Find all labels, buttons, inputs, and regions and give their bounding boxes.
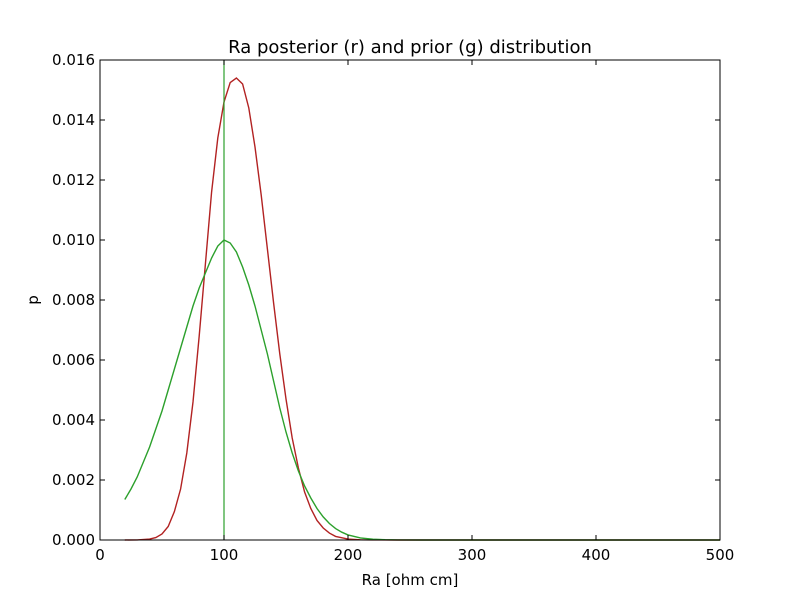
x-tick-label: 300 (458, 546, 487, 564)
y-tick-label: 0.000 (52, 531, 95, 549)
y-tick-label: 0.010 (52, 231, 95, 249)
y-tick-label: 0.002 (52, 471, 95, 489)
y-tick-label: 0.012 (52, 171, 95, 189)
y-axis-label: p (24, 295, 42, 305)
chart-title: Ra posterior (r) and prior (g) distribut… (228, 37, 592, 58)
x-tick-label: 100 (210, 546, 239, 564)
series-line-0 (124, 77, 720, 541)
x-axis-label: Ra [ohm cm] (362, 571, 459, 589)
axis-ticks: 0 100 200 300 400 500 0.000 0.002 0.004 0.006 0.00… (52, 51, 734, 564)
series-line-1 (124, 239, 720, 541)
x-tick-label: 400 (582, 546, 611, 564)
x-tick-label: 500 (706, 546, 735, 564)
y-tick-label: 0.008 (52, 291, 95, 309)
plot-area (124, 60, 720, 541)
y-tick-label: 0.014 (52, 111, 95, 129)
y-tick-label: 0.004 (52, 411, 95, 429)
y-tick-label: 0.016 (52, 51, 95, 69)
x-tick-label: 0 (95, 546, 105, 564)
x-tick-label: 200 (334, 546, 363, 564)
y-tick-label: 0.006 (52, 351, 95, 369)
axes-frame (99, 59, 721, 541)
